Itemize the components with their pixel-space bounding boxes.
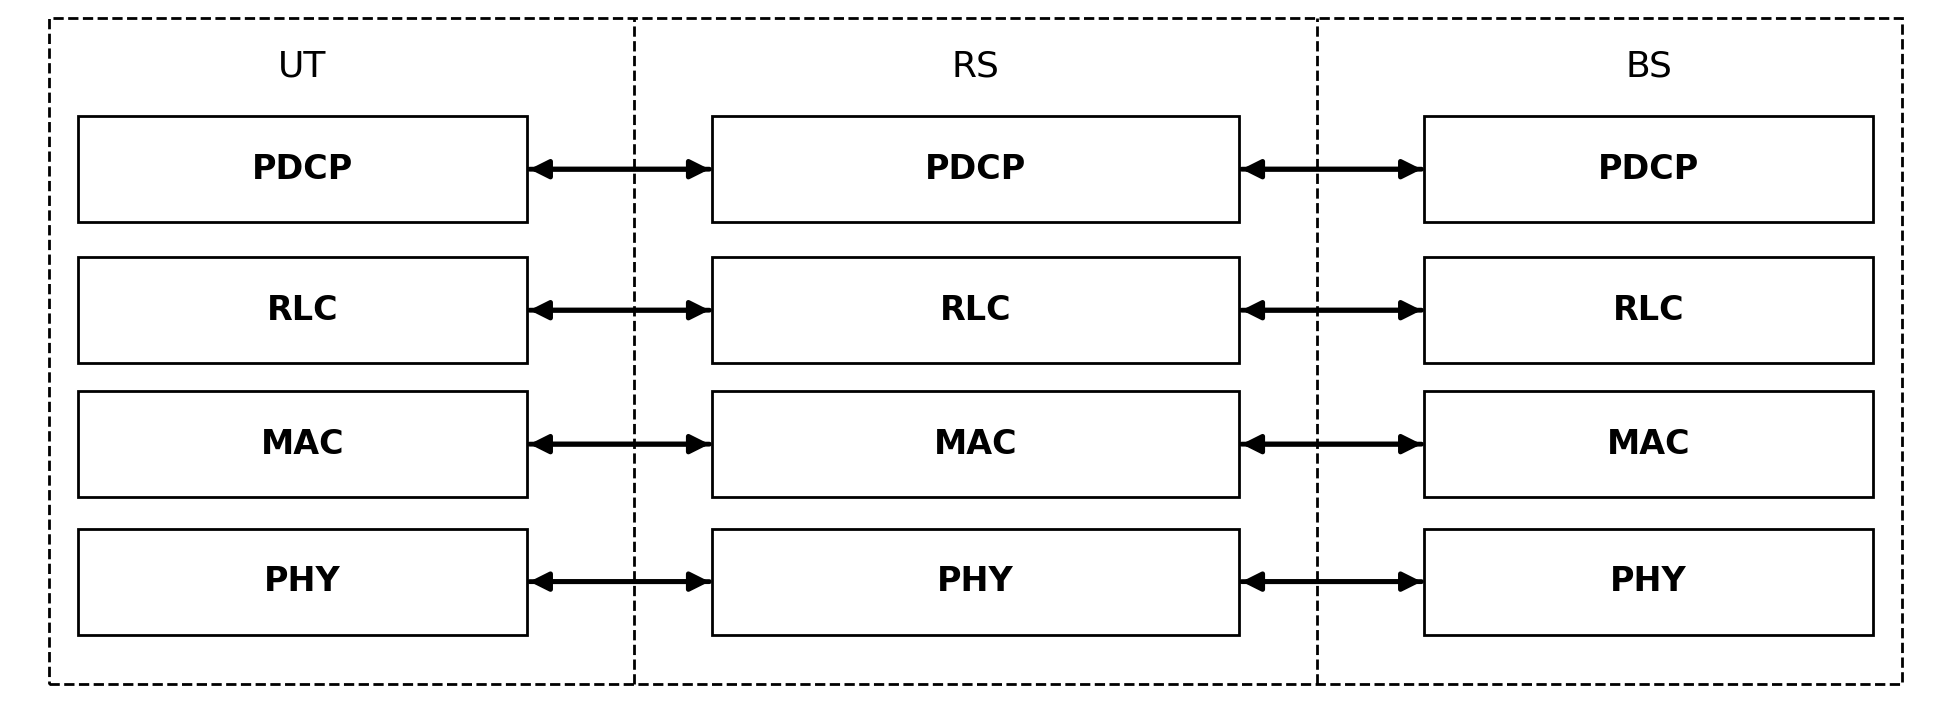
Text: RLC: RLC — [267, 294, 338, 326]
Text: MAC: MAC — [935, 428, 1016, 460]
Text: PHY: PHY — [263, 565, 341, 598]
Text: RLC: RLC — [940, 294, 1011, 326]
FancyBboxPatch shape — [712, 391, 1239, 497]
FancyBboxPatch shape — [1424, 391, 1873, 497]
FancyBboxPatch shape — [1424, 529, 1873, 634]
FancyBboxPatch shape — [1424, 116, 1873, 222]
FancyBboxPatch shape — [712, 116, 1239, 222]
Text: PDCP: PDCP — [252, 153, 353, 185]
FancyBboxPatch shape — [78, 116, 527, 222]
FancyBboxPatch shape — [1424, 257, 1873, 363]
Text: RS: RS — [952, 50, 999, 84]
Text: UT: UT — [279, 50, 326, 84]
Text: MAC: MAC — [261, 428, 343, 460]
Text: PDCP: PDCP — [1598, 153, 1699, 185]
FancyBboxPatch shape — [712, 529, 1239, 634]
Text: RLC: RLC — [1613, 294, 1684, 326]
Text: PHY: PHY — [936, 565, 1015, 598]
Text: PHY: PHY — [1610, 565, 1688, 598]
FancyBboxPatch shape — [78, 529, 527, 634]
Text: MAC: MAC — [1608, 428, 1690, 460]
Text: PDCP: PDCP — [925, 153, 1026, 185]
FancyBboxPatch shape — [712, 257, 1239, 363]
Text: BS: BS — [1625, 50, 1672, 84]
FancyBboxPatch shape — [78, 391, 527, 497]
FancyBboxPatch shape — [78, 257, 527, 363]
